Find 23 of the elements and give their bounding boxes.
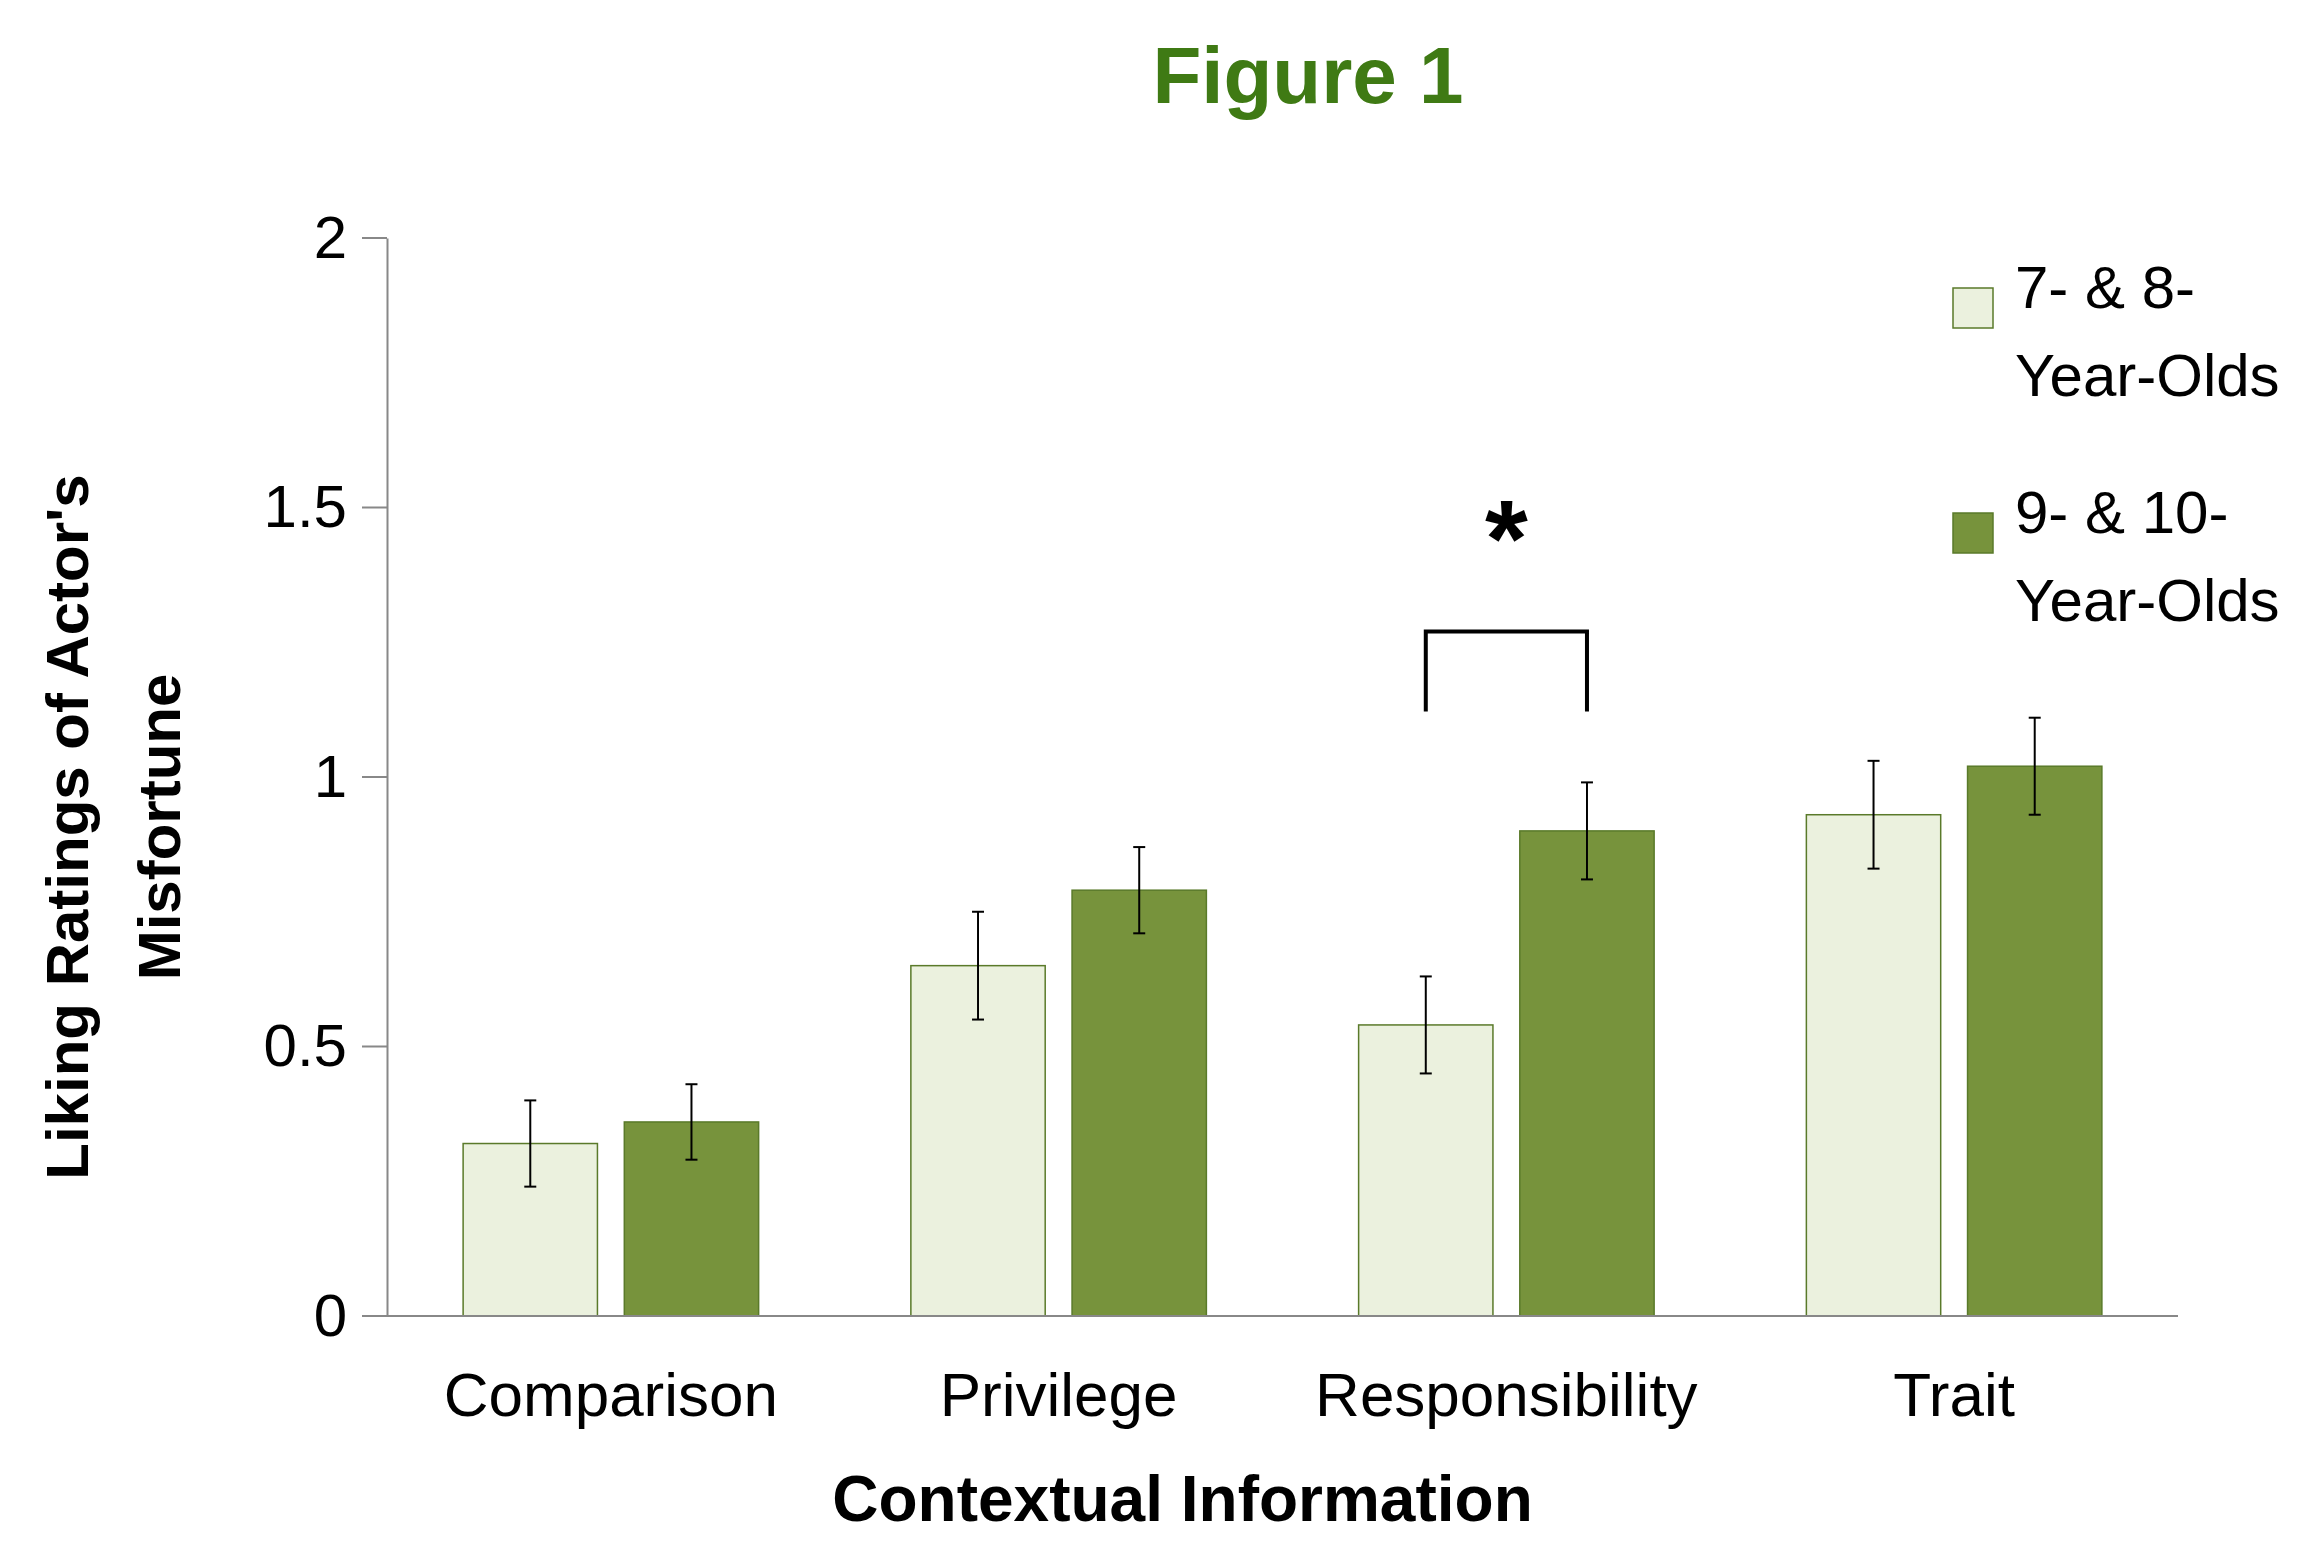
chart-title: Figure 1	[1152, 31, 1464, 120]
bar	[623, 1121, 760, 1317]
x-tick-label: Comparison	[443, 1360, 778, 1429]
legend-label: 9- & 10-Year-Olds	[2015, 479, 2280, 634]
bar	[1071, 889, 1208, 1317]
legend-label: 7- & 8-Year-Olds	[2015, 254, 2280, 409]
bar	[1519, 830, 1655, 1317]
y-tick-label: 2	[313, 203, 347, 271]
bar	[1966, 765, 2103, 1317]
x-axis-title: Contextual Information	[832, 1463, 1533, 1535]
y-tick-label: 1	[313, 742, 347, 810]
x-tick-label: Privilege	[939, 1360, 1178, 1429]
y-axis-title: Liking Ratings of Actor's Misfortune	[34, 474, 193, 1180]
annotation: *	[1484, 476, 1528, 600]
y-tick-label: 0	[313, 1281, 347, 1349]
bar	[1357, 1024, 1494, 1317]
y-tick-label: 1.5	[263, 473, 347, 541]
x-tick-label: Trait	[1893, 1360, 2015, 1429]
y-tick-label: 0.5	[263, 1012, 347, 1080]
bar	[462, 1142, 599, 1317]
x-tick-label: Responsibility	[1315, 1360, 1698, 1429]
bar	[910, 964, 1046, 1317]
bar	[1805, 813, 1942, 1317]
